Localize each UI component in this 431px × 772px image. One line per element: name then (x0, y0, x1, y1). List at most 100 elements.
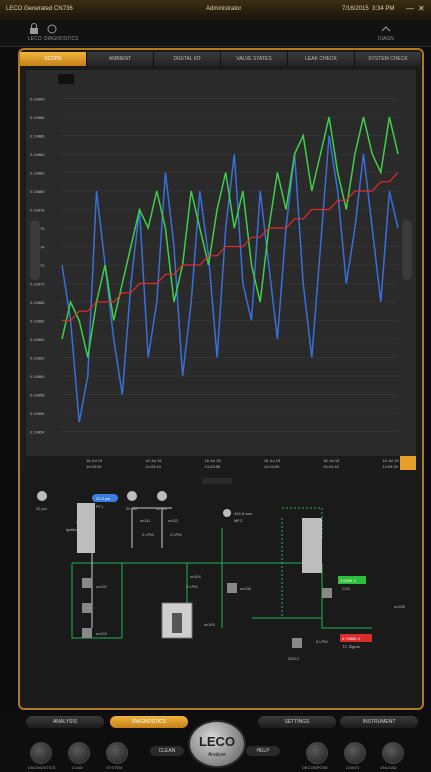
pressure-gauge-icon[interactable] (157, 491, 167, 501)
bottom-navigation: ANALYSIS DIAGNOSTICS SETTINGS INSTRUMENT… (0, 712, 431, 772)
tab-scope[interactable]: SCOPE (20, 52, 87, 66)
left-scroll-handle[interactable] (30, 220, 40, 280)
valve-icon[interactable] (82, 603, 92, 613)
system-icon[interactable] (106, 742, 128, 764)
tc-label: TC Signal (342, 644, 360, 649)
crucible-icon (172, 613, 182, 633)
pressure-gauge-icon[interactable] (37, 491, 47, 501)
tc-value: 0.79885 V (342, 636, 361, 641)
tab-leak-check[interactable]: LEAK CHECK (288, 52, 355, 66)
tab-analysis[interactable]: ANALYSIS (26, 716, 104, 728)
status-left2-label: DIAGNOSTICS (44, 36, 79, 42)
tab-ambient[interactable]: AMBIENT (87, 52, 154, 66)
furnace-temp-label: 950.5 °C (76, 520, 92, 525)
flow-label: 492.8 ccm (234, 511, 253, 516)
dscc-label: DSCC (288, 656, 299, 661)
valve-icon[interactable] (227, 583, 237, 593)
x-tick-time: 14:04:09 (264, 464, 280, 469)
decompose-icon[interactable] (306, 742, 328, 764)
y-tick-label: 0.19878 (30, 208, 45, 213)
x-tick-date: 16 Jul 15 (382, 458, 399, 463)
valve-label-sv106: sv106 (240, 586, 251, 591)
icon-label-unload: UNLOAD (380, 765, 397, 770)
tab-settings[interactable]: SETTINGS (258, 716, 336, 728)
tab-instrument[interactable]: INSTRUMENT (340, 716, 418, 728)
valve-label-sv103: sv103 (96, 631, 107, 636)
pt1-badge (92, 494, 118, 502)
y-tick-label: 0.19856 (30, 411, 45, 416)
lpm-label-3: 2 LPM (186, 584, 198, 589)
unload-icon[interactable] (382, 742, 404, 764)
leaks-icon[interactable] (344, 742, 366, 764)
title-bar: LECO Generated CN736 Administrator 7/16/… (0, 0, 431, 21)
pressure-label-2: 20 psi (126, 506, 137, 511)
tab-digital-io[interactable]: DIGITAL I/O (154, 52, 221, 66)
y-tick-label: 0.19854 (30, 430, 45, 435)
pressure-gauge-icon[interactable] (127, 491, 137, 501)
ignition-furnace[interactable] (77, 503, 95, 553)
series-line-2 (62, 172, 399, 322)
x-tick-date: 16 Jul 15 (205, 458, 222, 463)
tab-system-check[interactable]: SYSTEM CHECK (355, 52, 422, 66)
x-tick-time: 14:03:43 (145, 464, 161, 469)
y-tick-label: 0.19880 (30, 189, 45, 194)
valve-label-sv105: sv105 (204, 622, 215, 627)
co2-label: CO2 (342, 586, 351, 591)
lock-icon[interactable] (28, 23, 40, 35)
valve-icon[interactable] (82, 628, 92, 638)
lpm-label-4: 5 LPM (316, 639, 328, 644)
date-label: 7/16/2015 (342, 6, 369, 12)
y-tick-label: 0.19870 (30, 282, 45, 287)
schematic-handle[interactable] (202, 478, 232, 484)
status-bar: LECO DIAGNOSTICS DIAGN (0, 20, 431, 47)
valve-label-sv112: sv112 (168, 518, 179, 523)
icon-label-system: SYSTEM (106, 765, 123, 770)
valve-icon[interactable] (82, 578, 92, 588)
right-scroll-handle[interactable] (402, 220, 412, 280)
y-tick-label: 0.19868 (30, 300, 45, 305)
diagnostics-icon[interactable] (46, 23, 58, 35)
load-icon[interactable] (68, 742, 90, 764)
y-tick-label: 0.19890 (30, 97, 45, 102)
x-tick-date: 16 Jul 15 (145, 458, 162, 463)
valve-label-sv104: sv104 (190, 574, 201, 579)
y-tick-label: 0.19860 (30, 374, 45, 379)
pressure-label-1: 22 psi (36, 506, 47, 511)
minimize-icon[interactable]: — (406, 4, 414, 13)
y-tick-label: 0.19882 (30, 171, 45, 176)
reagent-tube[interactable] (302, 518, 322, 573)
x-tick-time: 14:03:30 (86, 464, 102, 469)
y-tick-label: 0.19884 (30, 152, 45, 157)
user-label[interactable]: Administrator (206, 6, 242, 12)
y-tick-label: 0.19858 (30, 393, 45, 398)
valve-icon[interactable] (292, 638, 302, 648)
chevron-up-icon[interactable] (380, 23, 392, 35)
scope-chart-svg: 0.19890 0.19888 0.19886 0.19884 0.19882 0.198… (26, 70, 416, 470)
tab-valve-states[interactable]: VALVE STATES (221, 52, 288, 66)
icon-label-load: LOAD (72, 765, 83, 770)
x-tick-time: 14:04:18 (323, 464, 339, 469)
analyze-label: Analyze (208, 752, 226, 758)
x-tick-time: 14:03:56 (205, 464, 221, 469)
tab-diagnostics[interactable]: DIAGNOSTICS (110, 716, 188, 728)
lpm-label-2: 2 LPM (170, 532, 182, 537)
status-right-label: DIAGN (378, 36, 394, 42)
clean-button[interactable]: CLEAN (150, 746, 184, 756)
diagnostics-round-icon[interactable] (30, 742, 52, 764)
pressure-label-3: 20 psi (156, 506, 167, 511)
mfc-icon[interactable] (223, 509, 231, 517)
y-tick-label: 0.19862 (30, 356, 45, 361)
chart-corner-button[interactable] (400, 456, 416, 470)
analyze-button[interactable]: LECO Analyze (188, 720, 246, 768)
scope-chart[interactable]: 0.19890 0.19888 0.19886 0.19884 0.19882 0.198… (26, 70, 416, 470)
valve-icon[interactable] (322, 588, 332, 598)
y-tick-label: 0.19888 (30, 115, 45, 120)
mfc-label: MFC (234, 518, 243, 523)
diagnostics-tabs: SCOPE AMBIENT DIGITAL I/O VALVE STATES L… (20, 52, 422, 66)
valve-label-sv108: sv108 (394, 604, 405, 609)
status-left-label: LECO (28, 36, 42, 42)
help-button[interactable]: HELP (246, 746, 280, 756)
valve-label-sv111: sv111 (140, 518, 151, 523)
close-icon[interactable]: ✕ (418, 4, 425, 13)
series-line-0 (61, 135, 399, 423)
